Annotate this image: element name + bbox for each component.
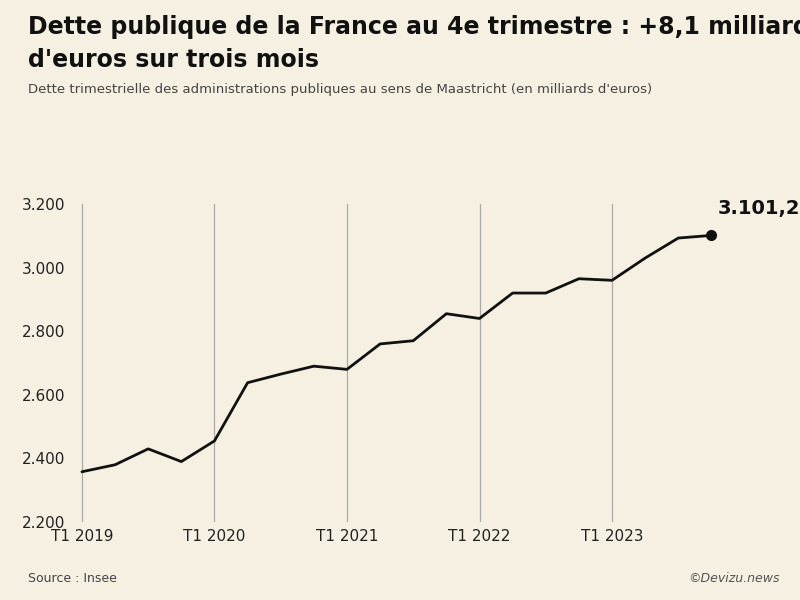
Text: d'euros sur trois mois: d'euros sur trois mois xyxy=(28,48,319,72)
Text: Dette publique de la France au 4e trimestre : +8,1 milliards: Dette publique de la France au 4e trimes… xyxy=(28,15,800,39)
Text: ©Devizu.news: ©Devizu.news xyxy=(689,572,780,585)
Text: 3.101,2: 3.101,2 xyxy=(718,199,800,218)
Text: Source : Insee: Source : Insee xyxy=(28,572,117,585)
Text: Dette trimestrielle des administrations publiques au sens de Maastricht (en mill: Dette trimestrielle des administrations … xyxy=(28,83,652,96)
